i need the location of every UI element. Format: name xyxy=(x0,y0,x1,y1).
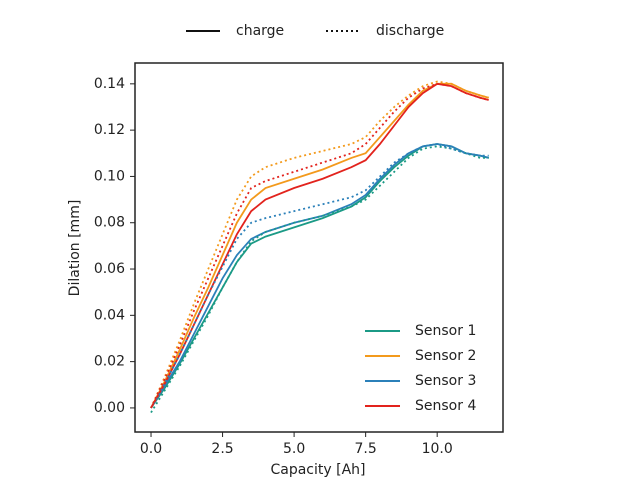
legend-label: Sensor 2 xyxy=(415,348,476,364)
data-line xyxy=(150,143,489,409)
x-tick-label: 5.0 xyxy=(283,441,305,457)
data-line xyxy=(150,143,489,409)
plot-frame xyxy=(134,62,504,433)
y-tick-label: 0.00 xyxy=(94,400,125,416)
x-tick-label: 7.5 xyxy=(355,441,377,457)
data-line xyxy=(150,145,489,414)
y-tick-label: 0.02 xyxy=(94,354,125,370)
legend-label: Sensor 4 xyxy=(415,398,476,414)
legend-label: Sensor 1 xyxy=(415,323,476,339)
data-line xyxy=(150,80,489,409)
y-tick-label: 0.08 xyxy=(94,215,125,231)
x-axis-label: Capacity [Ah] xyxy=(270,462,365,478)
data-line xyxy=(150,143,489,409)
y-tick-label: 0.12 xyxy=(94,122,125,138)
data-line xyxy=(150,82,489,409)
x-tick-label: 0.0 xyxy=(140,441,162,457)
x-tick-label: 10.0 xyxy=(422,441,453,457)
y-tick-label: 0.04 xyxy=(94,307,125,323)
y-tick-label: 0.14 xyxy=(94,76,125,92)
x-tick-label: 2.5 xyxy=(211,441,233,457)
y-axis-label: Dilation [mm] xyxy=(67,200,83,297)
legend-label: discharge xyxy=(376,23,444,39)
legend-label: Sensor 3 xyxy=(415,373,476,389)
y-tick-label: 0.06 xyxy=(94,261,125,277)
legend-label: charge xyxy=(236,23,284,39)
y-tick-label: 0.10 xyxy=(94,168,125,184)
